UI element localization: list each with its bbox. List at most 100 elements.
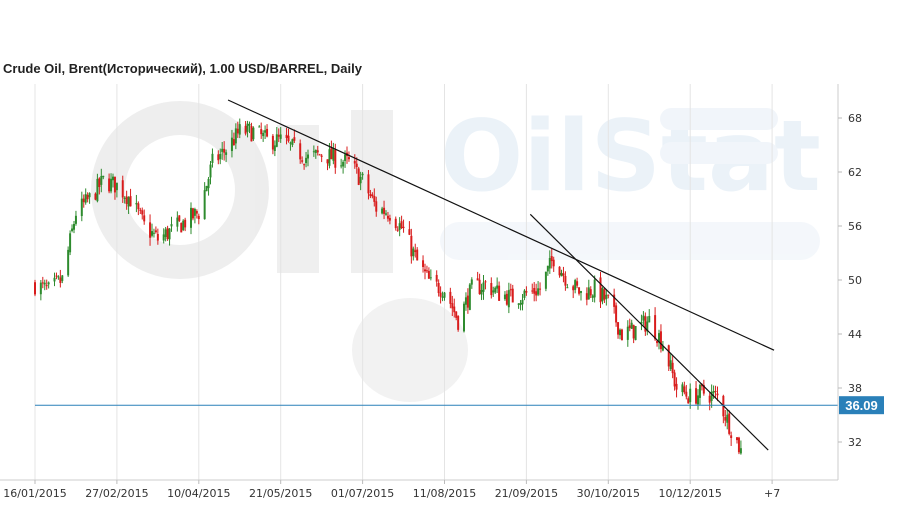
x-tick-label: 01/07/2015 — [331, 487, 394, 500]
candle-body — [589, 289, 592, 296]
candle-body — [326, 159, 329, 164]
candle-body — [552, 259, 555, 267]
candle-body — [539, 288, 542, 290]
candle-body — [225, 152, 228, 155]
candle-body — [654, 315, 657, 340]
candle-body — [182, 220, 185, 230]
candle-body — [252, 127, 255, 140]
candle-body — [673, 372, 676, 387]
candle-body — [84, 194, 87, 203]
candle-body — [287, 135, 290, 142]
candle-body — [482, 282, 485, 292]
candle-body — [381, 208, 384, 214]
candle-body — [400, 221, 403, 229]
candle-body — [232, 139, 235, 146]
y-tick-label: 50 — [848, 274, 862, 287]
candle-body — [523, 290, 526, 298]
candle-body — [277, 134, 280, 137]
candle-body — [425, 270, 428, 272]
candle-body — [347, 157, 350, 160]
candle-body — [451, 303, 454, 309]
candle-body — [396, 229, 399, 231]
candle-body — [634, 326, 637, 341]
candle-body — [312, 151, 315, 153]
candle-body — [195, 211, 198, 214]
candle-body — [383, 207, 386, 214]
candle-body — [57, 276, 60, 278]
trendline — [529, 213, 769, 451]
candle-body — [340, 165, 343, 167]
candle-body — [211, 153, 214, 163]
candle-body — [386, 215, 389, 219]
x-tick-label: 10/04/2015 — [167, 487, 230, 500]
candle-body — [562, 273, 565, 276]
candle-body — [234, 128, 237, 144]
candle-body — [632, 324, 635, 339]
candle-body — [578, 287, 581, 294]
candle-body — [61, 275, 64, 281]
candle-body — [681, 384, 684, 393]
candle-body — [402, 226, 405, 229]
candle-body — [152, 232, 155, 234]
candle-body — [373, 195, 376, 202]
candle-body — [221, 148, 224, 152]
candle-body — [123, 197, 126, 199]
candle-body — [519, 302, 522, 306]
candle-body — [695, 388, 698, 404]
candle-body — [537, 288, 540, 295]
candle-body — [154, 230, 157, 233]
y-tick-label: 38 — [848, 382, 862, 395]
candle-body — [646, 321, 649, 332]
candle-body — [427, 270, 430, 279]
candle-body — [260, 129, 263, 135]
candle-body — [316, 150, 319, 153]
candle-body — [443, 292, 446, 298]
candle-body — [359, 176, 362, 184]
candle-body — [591, 295, 594, 298]
candle-body — [564, 275, 567, 286]
candle-body — [353, 161, 356, 164]
candle-body — [149, 222, 152, 238]
candle-body — [275, 134, 278, 147]
candle-body — [375, 201, 378, 212]
candle-body — [716, 393, 719, 396]
candle-body — [191, 208, 194, 219]
candle-body — [630, 322, 633, 329]
candle-body — [330, 147, 333, 160]
candle-body — [205, 185, 208, 192]
candle-body — [702, 385, 705, 394]
candle-body — [141, 210, 144, 215]
y-axis: 32 38 44 50 56 62 68 — [837, 84, 862, 480]
candle-body — [71, 228, 74, 232]
candle-body — [422, 260, 425, 267]
trendlines — [227, 99, 775, 451]
candle-body — [659, 331, 662, 349]
candle-body — [248, 124, 251, 126]
candle-body — [279, 134, 282, 139]
candle-body — [416, 249, 419, 261]
candle-body — [112, 176, 114, 181]
candle-body — [176, 217, 179, 227]
candle-body — [613, 294, 616, 307]
candle-body — [209, 164, 212, 178]
candle-body — [560, 272, 563, 277]
x-tick-label: +7 — [764, 487, 780, 500]
candle-body — [291, 139, 294, 145]
candle-body — [708, 395, 711, 403]
candle-body — [453, 306, 456, 313]
candle-body — [449, 291, 452, 304]
candle-body — [607, 294, 610, 296]
candle-body — [139, 209, 142, 211]
candle-body — [355, 163, 358, 168]
candle-body — [464, 297, 467, 305]
candle-body — [41, 282, 44, 284]
candle-body — [620, 329, 623, 341]
y-tick-label: 44 — [848, 328, 862, 341]
candle-body — [135, 202, 138, 205]
trendline — [227, 99, 775, 351]
candle-body — [305, 157, 308, 164]
candle-body — [190, 207, 192, 228]
candle-body — [580, 291, 582, 293]
candle-body — [102, 175, 105, 178]
